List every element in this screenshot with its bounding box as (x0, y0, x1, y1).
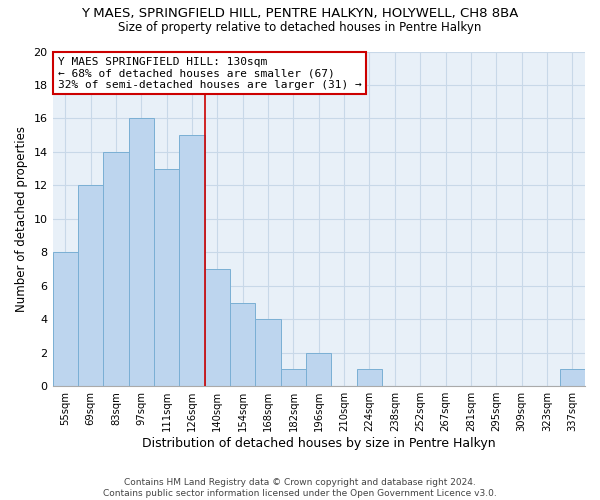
Bar (103, 152, 128, 386)
Bar (53, 252, 78, 386)
Bar (306, 352, 331, 386)
Bar (256, 320, 281, 386)
Text: Y MAES SPRINGFIELD HILL: 130sqm
← 68% of detached houses are smaller (67)
32% of: Y MAES SPRINGFIELD HILL: 130sqm ← 68% of… (58, 56, 362, 90)
Bar (205, 269, 230, 386)
Text: Y MAES, SPRINGFIELD HILL, PENTRE HALKYN, HOLYWELL, CH8 8BA: Y MAES, SPRINGFIELD HILL, PENTRE HALKYN,… (82, 8, 518, 20)
Bar (560, 370, 585, 386)
Bar (154, 168, 179, 386)
Bar (230, 302, 256, 386)
Bar (281, 370, 306, 386)
Bar (128, 118, 154, 386)
Bar (357, 370, 382, 386)
Bar (179, 135, 205, 386)
X-axis label: Distribution of detached houses by size in Pentre Halkyn: Distribution of detached houses by size … (142, 437, 496, 450)
Text: Contains HM Land Registry data © Crown copyright and database right 2024.
Contai: Contains HM Land Registry data © Crown c… (103, 478, 497, 498)
Bar (78, 186, 103, 386)
Y-axis label: Number of detached properties: Number of detached properties (15, 126, 28, 312)
Text: Size of property relative to detached houses in Pentre Halkyn: Size of property relative to detached ho… (118, 21, 482, 34)
